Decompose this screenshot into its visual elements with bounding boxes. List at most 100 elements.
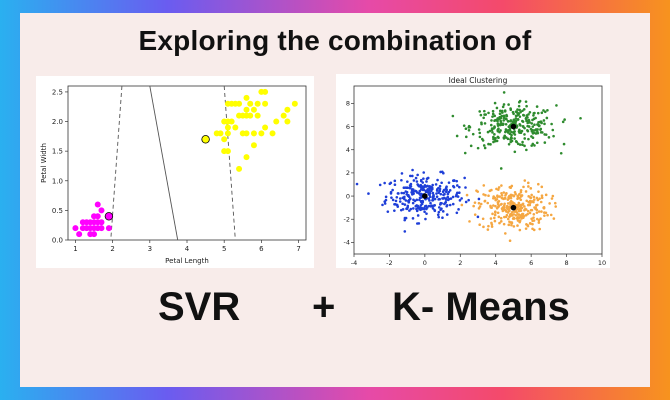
cluster-point — [438, 187, 442, 191]
cluster-point — [518, 115, 522, 118]
cluster-point — [500, 194, 504, 197]
cluster-point — [499, 203, 503, 206]
cluster-point — [517, 216, 521, 219]
cluster-point — [538, 227, 542, 231]
data-point — [236, 165, 243, 172]
data-point — [262, 124, 269, 131]
cluster-point — [487, 111, 490, 115]
cluster-point — [516, 197, 519, 201]
cluster-point — [524, 190, 528, 193]
cluster-point — [508, 220, 511, 224]
cluster-point — [533, 144, 536, 147]
cluster-point — [414, 189, 417, 193]
cluster-point — [510, 130, 513, 134]
data-point — [284, 106, 291, 113]
y-tick-label: 2.5 — [52, 88, 63, 96]
cluster-point — [367, 192, 370, 195]
cluster-point — [514, 114, 518, 118]
cluster-point — [502, 115, 506, 119]
support-vector — [201, 135, 210, 144]
cluster-point — [542, 206, 546, 210]
cluster-point — [499, 119, 503, 123]
cluster-point — [515, 217, 519, 220]
cluster-point — [489, 217, 493, 220]
cluster-point — [398, 197, 402, 200]
cluster-point — [435, 189, 439, 192]
cluster-point — [532, 114, 535, 117]
cluster-point — [522, 108, 526, 111]
cluster-point — [437, 206, 441, 209]
cluster-point — [420, 206, 424, 210]
cluster-point — [515, 110, 519, 114]
cluster-point — [506, 202, 510, 205]
cluster-point — [516, 224, 519, 227]
cluster-point — [423, 210, 426, 214]
data-point — [72, 225, 79, 232]
cluster-point — [479, 202, 483, 206]
cluster-point — [516, 108, 519, 111]
cluster-point — [487, 194, 490, 197]
cluster-point — [510, 133, 513, 137]
cluster-point — [499, 167, 503, 170]
cluster-point — [532, 111, 536, 115]
cluster-point — [478, 223, 481, 227]
cluster-point — [478, 110, 482, 113]
kmeans-scatter-chart: Ideal Clustering -4 -2 0 2 4 6 8 10 -4 -2 0 2 4 6 8 — [344, 76, 607, 267]
cluster-point — [440, 207, 443, 211]
cluster-point — [482, 116, 485, 120]
cluster-point — [428, 195, 432, 199]
cluster-point — [489, 204, 492, 208]
cluster-point — [535, 105, 539, 108]
cluster-point — [448, 203, 452, 207]
cluster-point — [433, 197, 437, 201]
cluster-point — [494, 204, 497, 208]
cluster-point — [508, 125, 511, 128]
cluster-point — [467, 124, 471, 128]
x-tick-label: 2 — [110, 245, 114, 253]
cluster-point — [444, 190, 448, 194]
cluster-point — [409, 174, 412, 178]
cluster-point — [502, 103, 506, 106]
cluster-point — [414, 176, 418, 180]
cluster-point — [426, 184, 429, 188]
chart-title: Ideal Clustering — [449, 76, 508, 85]
cluster-point — [487, 142, 490, 146]
cluster-point — [418, 206, 422, 209]
cluster-point — [415, 198, 419, 202]
cluster-point — [540, 210, 543, 213]
cluster-point — [504, 194, 507, 197]
cluster-point — [531, 118, 534, 122]
cluster-point — [431, 207, 435, 210]
cluster-point — [386, 210, 390, 213]
cluster-point — [524, 208, 528, 211]
cluster-point — [449, 197, 453, 200]
cluster-point — [531, 227, 534, 231]
cluster-point — [416, 214, 420, 217]
cluster-point — [473, 213, 477, 216]
cluster-point — [491, 131, 494, 134]
cluster-point — [513, 150, 517, 154]
cluster-point — [455, 211, 459, 215]
cluster-point — [493, 216, 496, 220]
data-point — [224, 148, 231, 155]
cluster-point — [524, 213, 528, 217]
cluster-point — [406, 194, 410, 198]
cluster-point — [509, 196, 513, 200]
cluster-point — [526, 224, 530, 228]
cluster-point — [523, 137, 527, 140]
cluster-point — [526, 209, 530, 213]
cluster-point — [424, 217, 427, 221]
cluster-point — [406, 204, 410, 208]
cluster-point — [519, 188, 523, 192]
cluster-point — [508, 132, 512, 136]
cluster-point — [437, 215, 441, 219]
cluster-point — [500, 114, 504, 118]
cluster-point — [512, 225, 516, 228]
cluster-point — [517, 104, 521, 108]
cluster-point — [458, 185, 461, 189]
cluster-point — [389, 190, 393, 194]
cluster-point — [516, 206, 520, 209]
y-tick-label: 2.0 — [52, 118, 63, 126]
cluster-point — [448, 189, 452, 192]
y-axis-label: Petal Width — [40, 143, 48, 183]
